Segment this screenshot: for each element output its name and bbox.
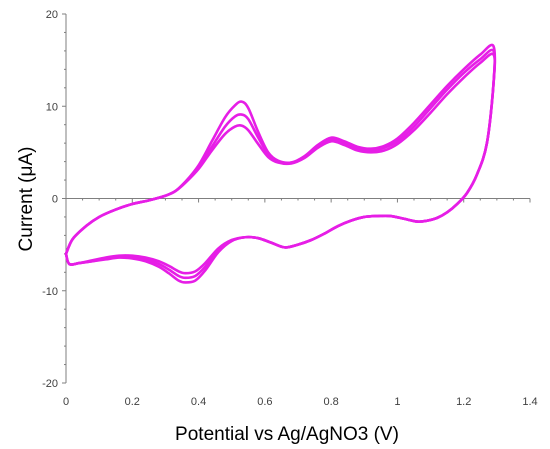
y-axis-title: Current (μA): [16, 147, 37, 252]
series-line-cycle-3: [64, 52, 497, 275]
x-tick-label: 1: [394, 396, 400, 408]
x-tick-label: 0.8: [323, 396, 338, 408]
series-group: [64, 43, 497, 284]
y-tick-label: -10: [42, 286, 58, 298]
x-tick-label: 0: [63, 396, 69, 408]
x-axis-title: Potential vs Ag/AgNO3 (V): [175, 424, 399, 445]
x-tick-label: 0.4: [191, 396, 206, 408]
y-tick-label: 0: [52, 194, 58, 206]
x-tick-label: 1.2: [456, 396, 471, 408]
x-tick-label: 0.2: [125, 396, 140, 408]
y-tick-label: -20: [42, 378, 58, 390]
x-tick-label: 0.6: [257, 396, 272, 408]
y-tick-label: 10: [46, 101, 58, 113]
tick-labels: -20 -10 0 10 20 0 0.2 0.4 0.6 0.8 1 1.2 1.4: [42, 9, 538, 408]
y-tick-label: 20: [46, 9, 58, 21]
x-tick-label: 1.4: [522, 396, 537, 408]
